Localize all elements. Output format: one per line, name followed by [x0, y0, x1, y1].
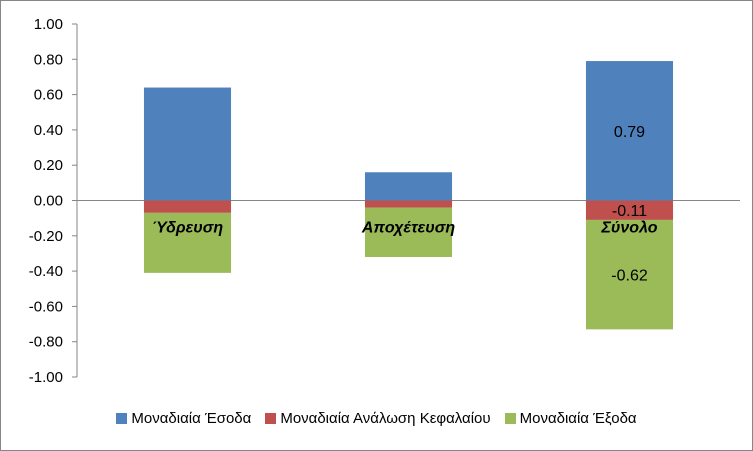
data-label: 0.79 [614, 124, 645, 141]
bar-segment [585, 200, 674, 220]
y-tick-label: 0.80 [34, 51, 63, 68]
legend-swatch [265, 412, 277, 424]
bar-segment [143, 212, 232, 273]
y-tick-label: -0.20 [29, 228, 63, 245]
category-label: Ύδρευση [152, 220, 223, 237]
category-labels: Ύδρευση Αποχέτευση Σύνολο [152, 220, 658, 237]
legend-item: Μοναδιαία Έξοδα [504, 409, 637, 427]
y-tick-label: 0.40 [34, 122, 63, 139]
legend-label: Μοναδιαία Έξοδα [519, 409, 637, 427]
data-label: -0.11 [612, 203, 647, 220]
legend-label: Μοναδιαία Έσοδα [131, 409, 252, 427]
y-tick-label: -1.00 [29, 369, 63, 386]
legend-item: Μοναδιαία Έσοδα [116, 410, 251, 427]
y-axis: 1.00 0.80 0.60 0.40 0.20 0.00 -0.20 -0.40 -0.60 -… [29, 16, 740, 386]
bars [143, 61, 674, 330]
bar-segment [585, 61, 674, 201]
y-tick-label: 0.60 [34, 87, 63, 104]
data-labels: 0.79 -0.11 -0.62 [611, 124, 648, 285]
bar-segment [143, 200, 232, 213]
legend-swatch [504, 412, 516, 424]
y-tick-label: 1.00 [34, 16, 63, 33]
y-tick-label: 0.00 [34, 193, 63, 210]
y-tick-label: 0.20 [34, 157, 63, 174]
category-label: Αποχέτευση [361, 220, 455, 237]
bar-segment [364, 207, 453, 257]
y-tick-label: -0.40 [29, 263, 63, 280]
legend: Μοναδιαία Έσοδα Μοναδιαία Ανάλωση Κεφαλαί… [0, 406, 753, 430]
bar-segment [364, 200, 453, 208]
legend-swatch [116, 412, 128, 424]
bar-segment [585, 219, 674, 330]
legend-item: Μοναδιαία Ανάλωση Κεφαλαίου [265, 409, 491, 427]
bar-segment [364, 172, 453, 201]
y-tick-label: -0.60 [29, 298, 63, 315]
chart-plot: 1.00 0.80 0.60 0.40 0.20 0.00 -0.20 -0.40 -0.60 -… [29, 16, 740, 386]
data-label: -0.62 [611, 268, 648, 285]
y-tick-label: -0.80 [29, 334, 63, 351]
category-label: Σύνολο [600, 220, 657, 237]
bar-segment [143, 87, 232, 201]
legend-label: Μοναδιαία Ανάλωση Κεφαλαίου [280, 409, 491, 427]
